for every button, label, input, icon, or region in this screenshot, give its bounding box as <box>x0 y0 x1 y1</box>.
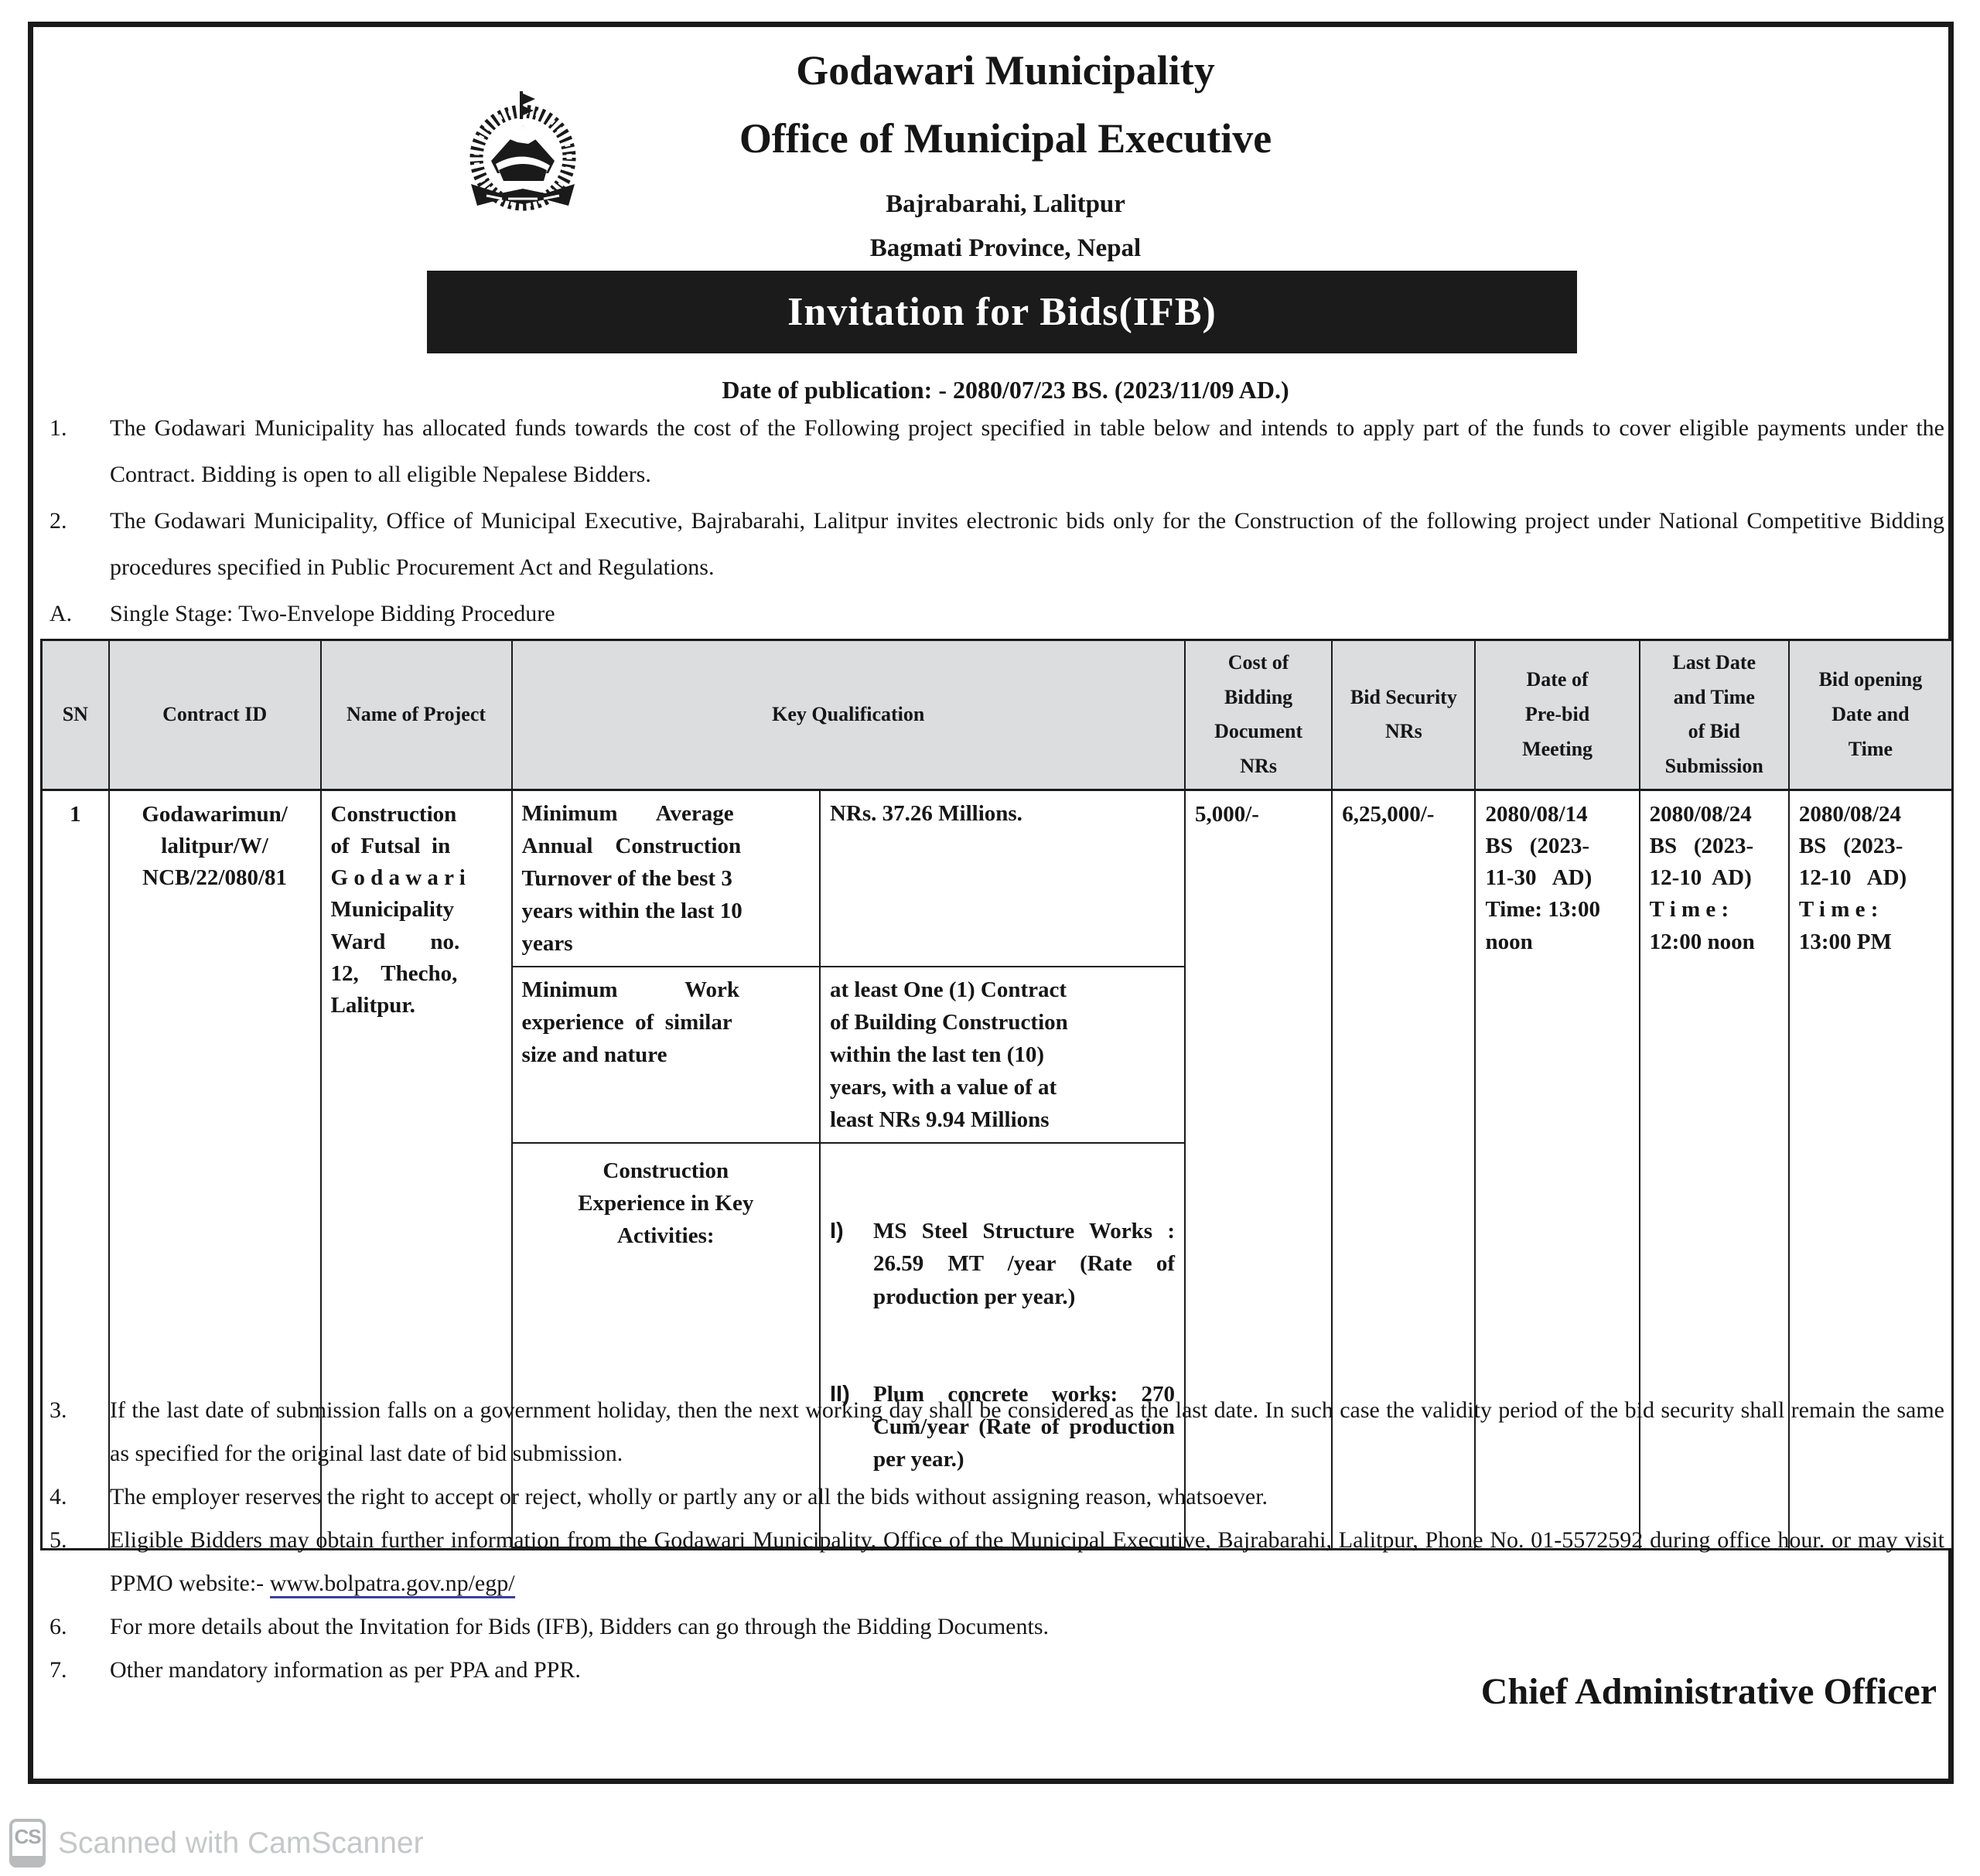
qual-value-turnover: NRs. 37.26 Millions. <box>820 791 1184 968</box>
item-text: Plum concrete works: 270 Cum/year (Rate … <box>872 1381 1181 1472</box>
org-name: Godawari Municipality <box>796 47 1215 94</box>
col-header-bid-opening: Bid opening Date and Time <box>1789 641 1951 791</box>
item-text: MS Steel Structure Works : 26.59 MT /yea… <box>872 1219 1181 1309</box>
camscanner-badge-icon: CS <box>9 1819 46 1867</box>
col-header-document-cost: Cost of Bidding Document NRs <box>1186 641 1333 791</box>
item-text: For more details about the Invitation fo… <box>110 1614 1049 1639</box>
col-header-project-name: Name of Project <box>321 641 513 791</box>
item-text: The employer reserves the right to accep… <box>110 1484 1268 1509</box>
item-number: 3. <box>50 1397 67 1423</box>
list-item: 2. The Godawari Municipality, Office of … <box>50 498 1944 591</box>
list-item: 1. The Godawari Municipality has allocat… <box>50 405 1944 498</box>
item-text: Eligible Bidders may obtain further info… <box>110 1519 1944 1605</box>
col-header-sn: SN <box>43 641 110 791</box>
list-item: 3. If the last date of submission falls … <box>50 1389 1944 1475</box>
cell-prebid-date: 2080/08/14 BS (2023- 11-30 AD) Time: 13:… <box>1476 790 1640 1548</box>
item-number: 6. <box>50 1614 67 1639</box>
list-item: 4. The employer reserves the right to ac… <box>50 1475 1944 1519</box>
camscanner-badge-footer <box>9 1856 46 1867</box>
publication-date: Date of publication: - 2080/07/23 BS. (2… <box>722 376 1289 404</box>
qual-label-turnover: Minimum Average Annual Construction Turn… <box>512 790 821 968</box>
qualification-subtable: Minimum Average Annual Construction Turn… <box>512 790 1184 1548</box>
office-name: Office of Municipal Executive <box>739 115 1272 162</box>
closing-list: 3. If the last date of submission falls … <box>50 1389 1944 1692</box>
col-header-last-date: Last Date and Time of Bid Submission <box>1640 641 1790 791</box>
item-text: Single Stage: Two-Envelope Bidding Proce… <box>110 601 555 626</box>
camscanner-badge-letters: CS <box>14 1825 41 1848</box>
cell-project-name: Construction of Futsal in G o d a w a r … <box>321 790 513 1548</box>
qual-label-experience: Minimum Work experience of similar size … <box>512 967 821 1144</box>
municipality-logo <box>469 91 576 211</box>
key-activity-item: I) MS Steel Structure Works : 26.59 MT /… <box>830 1215 1175 1312</box>
cell-bid-opening: 2080/08/24 BS (2023- 12-10 AD) T i m e :… <box>1789 790 1951 1548</box>
list-item: A. Single Stage: Two-Envelope Bidding Pr… <box>50 591 1944 637</box>
col-header-qualification: Key Qualification <box>512 641 1186 791</box>
qual-label-key-activities: Construction Experience in Key Activitie… <box>513 1144 821 1547</box>
province-line: Bagmati Province, Nepal <box>869 234 1142 262</box>
address-line: Bajrabarahi, Lalitpur <box>886 190 1125 218</box>
item-number: 1. <box>50 415 67 441</box>
item-marker: II) <box>829 1381 850 1407</box>
watermark-text: Scanned with CamScanner <box>58 1826 424 1860</box>
cell-qualification: Minimum Average Annual Construction Turn… <box>512 790 1186 1548</box>
item-number: 7. <box>50 1657 67 1683</box>
item-number: 2. <box>50 508 67 534</box>
item-number: 4. <box>50 1484 67 1509</box>
cell-document-cost: 5,000/- <box>1186 790 1333 1548</box>
cell-bid-security: 6,25,000/- <box>1333 790 1476 1548</box>
list-item: 7. Other mandatory information as per PP… <box>50 1649 1944 1692</box>
cell-sn: 1 <box>43 790 110 1548</box>
list-item: 5. Eligible Bidders may obtain further i… <box>50 1519 1944 1605</box>
camscanner-watermark: CS Scanned with CamScanner <box>9 1819 424 1867</box>
cell-contract-id: Godawarimun/ lalitpur/W/ NCB/22/080/81 <box>109 790 322 1548</box>
item-text: If the last date of submission falls on … <box>110 1397 1944 1466</box>
ifb-title-text: Invitation for Bids(IFB) <box>787 290 1217 334</box>
qual-value-key-activities: I) MS Steel Structure Works : 26.59 MT /… <box>821 1144 1184 1547</box>
intro-list: 1. The Godawari Municipality has allocat… <box>50 405 1944 637</box>
col-header-bid-security: Bid Security NRs <box>1333 641 1476 791</box>
item-text-segment: Eligible Bidders may obtain further info… <box>110 1527 1944 1596</box>
cell-last-date: 2080/08/24 BS (2023- 12-10 AD) T i m e :… <box>1640 790 1790 1548</box>
key-activity-item: II) Plum concrete works: 270 Cum/year (R… <box>830 1378 1175 1475</box>
item-marker: I) <box>829 1219 844 1244</box>
item-text: The Godawari Municipality has allocated … <box>110 415 1944 487</box>
item-text: Other mandatory information as per PPA a… <box>110 1657 581 1683</box>
ppmo-website-link[interactable]: www.bolpatra.gov.np/egp/ <box>269 1571 515 1598</box>
ifb-title-banner: Invitation for Bids(IFB) <box>427 271 1577 353</box>
bid-invitation-table: SN Contract ID Name of Project Key Quali… <box>40 639 1954 1550</box>
item-number: A. <box>50 601 73 626</box>
qual-value-experience: at least One (1) Contract of Building Co… <box>820 967 1184 1144</box>
col-header-prebid-date: Date of Pre-bid Meeting <box>1476 641 1640 791</box>
signature-title: Chief Administrative Officer <box>1480 1671 1937 1712</box>
col-header-contract-id: Contract ID <box>109 641 322 791</box>
item-number: 5. <box>50 1527 67 1553</box>
list-item: 6. For more details about the Invitation… <box>50 1605 1944 1649</box>
item-text: The Godawari Municipality, Office of Mun… <box>110 508 1944 580</box>
